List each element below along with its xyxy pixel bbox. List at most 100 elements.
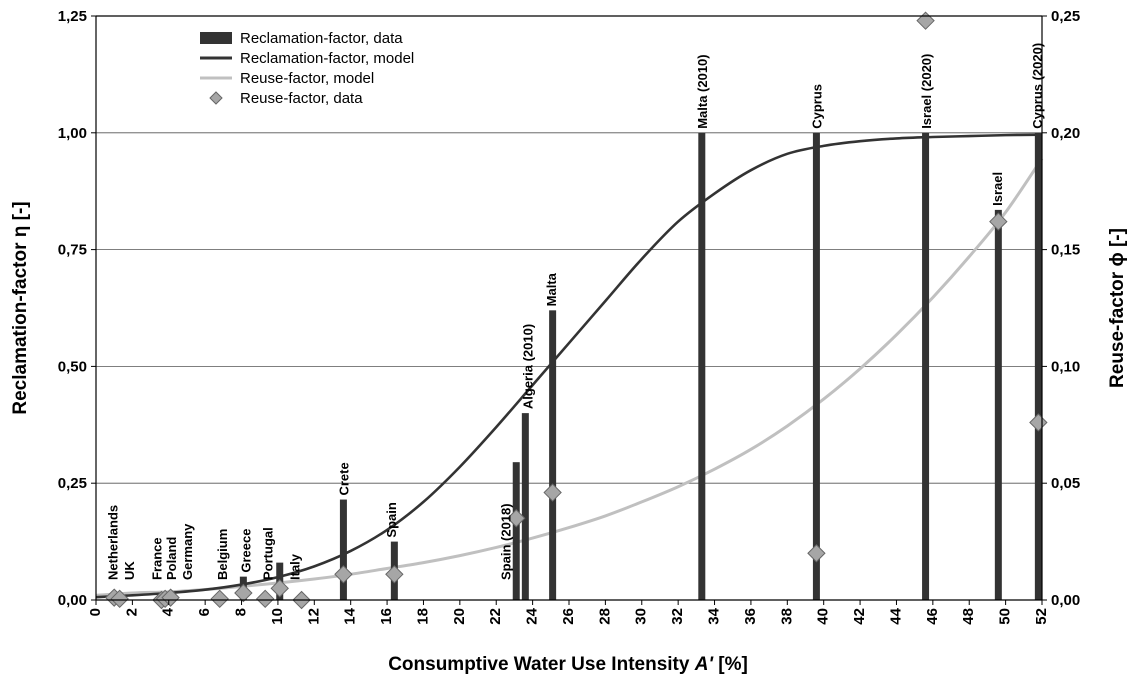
reuse-point-7 — [255, 589, 275, 609]
x-tick-label-17: 34 — [706, 607, 723, 624]
country-label-12: Algeria (2010) — [520, 324, 535, 409]
country-label-9: Crete — [337, 462, 352, 495]
x-tick-label-7: 14 — [342, 607, 359, 624]
x-tick-label-19: 38 — [778, 608, 795, 625]
country-label-17: Israel — [990, 172, 1005, 206]
x-tick-label-15: 30 — [633, 608, 650, 625]
x-tick-label-22: 44 — [887, 607, 904, 624]
x-tick-label-16: 32 — [669, 608, 686, 625]
reuse-point-15 — [916, 11, 935, 30]
y-left-tick-label-5: 1,25 — [58, 8, 87, 25]
y-axis-right: 0,00 0,05 0,10 0,15 0,20 0,25 — [1042, 8, 1080, 609]
country-label-0: Netherlands — [106, 505, 121, 580]
x-tick-label-9: 18 — [414, 608, 431, 625]
x-tick-label-18: 36 — [742, 608, 759, 625]
x-tick-label-13: 26 — [560, 608, 577, 625]
legend: Reclamation-factor, data Reclamation-fact… — [200, 30, 414, 107]
reuse-point-14 — [807, 544, 826, 563]
y-right-tick-label-4: 0,20 — [1051, 125, 1080, 142]
legend-diamond-symbol — [209, 91, 223, 105]
y-right-tick-label-2: 0,10 — [1051, 358, 1080, 375]
legend-label-2: Reuse-factor, model — [240, 70, 374, 87]
reclamation-model-line — [95, 133, 1043, 599]
x-tick-label-0: 0 — [87, 608, 104, 616]
country-label-5: Belgium — [215, 529, 230, 580]
x-tick-label-25: 50 — [997, 608, 1014, 625]
x-tick-label-24: 48 — [960, 608, 977, 625]
y-left-tick-label-1: 0,25 — [58, 475, 87, 492]
y-left-tick-label-2: 0,50 — [58, 358, 87, 375]
y-right-tick-label-5: 0,25 — [1051, 8, 1080, 25]
plot-frame — [95, 15, 1043, 601]
reclamation-bar-9 — [922, 132, 930, 601]
x-tick-label-2: 4 — [160, 607, 177, 616]
country-label-15: Cyprus — [810, 84, 825, 129]
legend-bar-symbol — [200, 32, 232, 44]
reuse-point-10 — [334, 565, 353, 584]
country-label-4: Germany — [180, 523, 195, 580]
reclamation-bar-5 — [521, 413, 529, 600]
reuse-point-4 — [161, 588, 180, 607]
y-left-tick-label-0: 0,00 — [58, 592, 87, 609]
country-label-14: Malta (2010) — [695, 54, 710, 128]
reclamation-bar-10 — [994, 209, 1002, 600]
reuse-point-12 — [507, 509, 526, 528]
country-label-6: Greece — [238, 529, 253, 573]
country-label-7: Portugal — [260, 527, 275, 580]
x-tick-label-1: 2 — [123, 608, 140, 616]
x-tick-label-11: 22 — [487, 608, 504, 625]
x-tick-label-21: 42 — [851, 608, 868, 625]
legend-label-1: Reclamation-factor, model — [240, 50, 414, 67]
reuse-point-8 — [270, 579, 289, 598]
x-tick-label-20: 40 — [815, 608, 832, 625]
country-label-13: Malta — [544, 272, 559, 306]
reuse-point-13 — [543, 483, 562, 502]
reclamation-bar-6 — [549, 310, 557, 600]
x-tick-label-10: 20 — [451, 608, 468, 625]
reclamation-bar-8 — [812, 132, 820, 601]
reuse-point-5 — [210, 589, 229, 609]
x-tick-label-5: 10 — [269, 608, 286, 625]
legend-label-0: Reclamation-factor, data — [240, 30, 403, 47]
reclamation-bar-7 — [698, 132, 706, 601]
country-label-3: Poland — [164, 537, 179, 580]
country-label-8: Italy — [288, 553, 303, 580]
reuse-point-11 — [385, 565, 404, 584]
x-tick-label-6: 12 — [305, 608, 322, 625]
legend-label-3: Reuse-factor, data — [240, 90, 363, 107]
x-axis: 0 2 4 6 8 10 12 14 16 18 20 22 24 26 28 30 32 34 36 38 40 42 4… — [87, 600, 1050, 625]
y-left-tick-label-3: 0,75 — [58, 242, 87, 259]
x-tick-label-4: 8 — [233, 608, 250, 616]
reuse-point-1 — [110, 589, 129, 609]
x-tick-label-14: 28 — [596, 608, 613, 625]
x-tick-label-12: 24 — [524, 607, 541, 624]
x-tick-label-23: 46 — [924, 608, 941, 625]
reclamation-bar-11 — [1034, 132, 1042, 601]
country-label-18: Cyprus (2020) — [1030, 43, 1045, 129]
country-label-11: Spain (2018) — [499, 503, 514, 580]
reuse-point-17 — [1029, 413, 1048, 432]
reuse-point-6 — [234, 583, 253, 603]
model-lines — [95, 133, 1044, 599]
y-right-tick-label-0: 0,00 — [1051, 592, 1080, 609]
country-label-1: UK — [122, 561, 137, 580]
grid — [96, 15, 1042, 484]
reuse-model-line — [95, 157, 1044, 597]
y-right-tick-label-1: 0,05 — [1051, 475, 1080, 492]
y-right-tick-label-3: 0,15 — [1051, 242, 1080, 259]
y-axis-left-title: Reclamation-factor η [-] — [10, 201, 31, 414]
x-tick-label-8: 16 — [378, 608, 395, 625]
reclamation-bars — [239, 132, 1042, 601]
y-left-tick-label-4: 1,00 — [58, 125, 87, 142]
country-labels: Netherlands UK France Poland Germany Belgium G… — [106, 43, 1045, 580]
reuse-markers — [104, 11, 1048, 610]
country-label-16: Israel (2020) — [919, 54, 934, 129]
reuse-point-16 — [989, 212, 1008, 231]
x-tick-label-3: 6 — [196, 608, 213, 616]
reclamation-bar-2 — [339, 499, 347, 600]
y-axis-left: 0,00 0,25 0,50 0,75 1,00 1,25 — [58, 8, 96, 609]
x-axis-title: Consumptive Water Use Intensity A' [%] — [388, 654, 748, 675]
reclamation-bar-4 — [512, 462, 520, 600]
y-axis-right-title: Reuse-factor ϕ [-] — [1107, 228, 1128, 388]
x-tick-label-26: 52 — [1033, 608, 1050, 625]
